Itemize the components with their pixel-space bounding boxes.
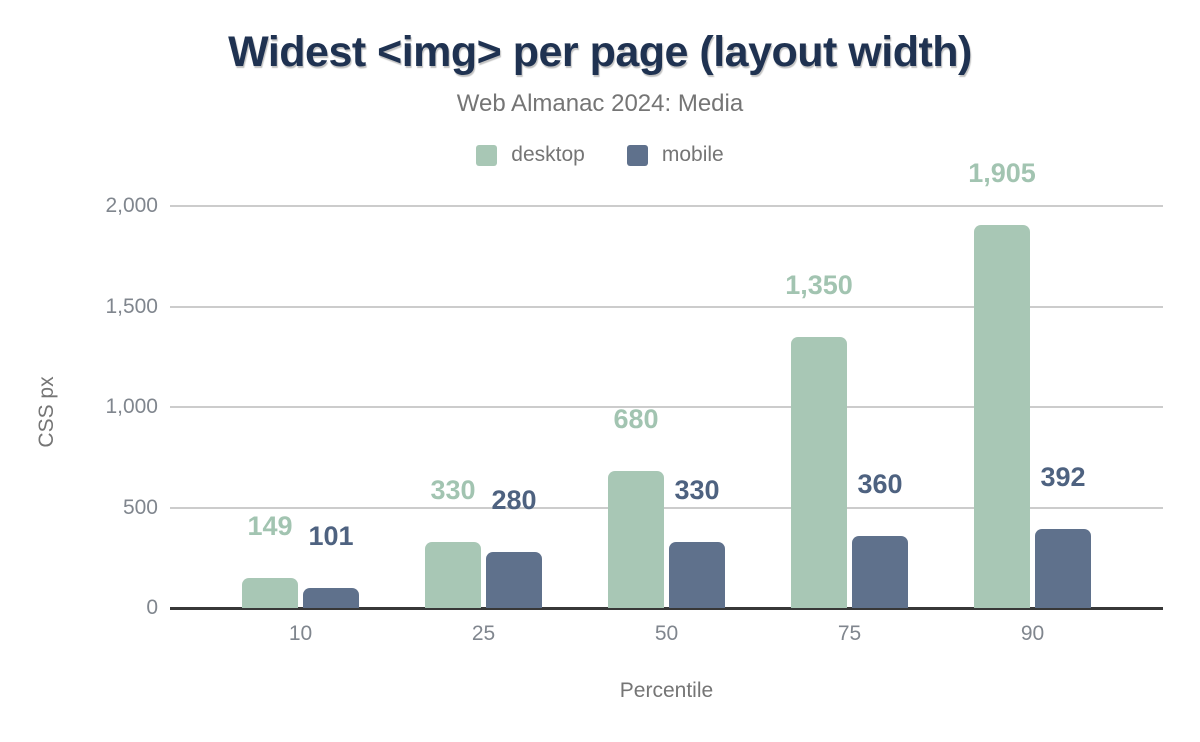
desktop-value-label: 680 [613,404,659,434]
mobile-swatch-icon [626,144,648,166]
mobile-value-label: 280 [491,485,537,515]
mobile-bar[interactable]: 360 [852,469,908,608]
gridline [170,406,1163,408]
mobile-bar[interactable]: 392 [1035,462,1091,608]
y-tick-label: 1,500 [105,294,158,318]
desktop-value-label: 149 [247,511,293,541]
desktop-bar[interactable]: 680 [608,404,664,608]
x-tick-label: 25 [471,622,496,645]
gridline [170,506,1163,509]
x-tick-label: 50 [654,622,679,645]
x-tick-label: 10 [288,622,313,645]
bar-group-p25: 330 280 25 [425,206,542,645]
desktop-bar[interactable]: 330 [425,475,481,608]
x-axis-line [170,607,1163,610]
gridline [170,305,1163,308]
bar-groups: 149 101 10 330 280 25 680 330 50 1,350 360 75 1,905 3… [170,158,1163,645]
desktop-bar[interactable]: 1,905 [968,158,1036,608]
legend-label-desktop: desktop [511,143,585,166]
legend-item-desktop[interactable]: desktop [476,143,585,167]
y-tick-label: 500 [122,495,158,519]
plot-area: 149 101 10 330 280 25 680 330 50 1,350 360 75 1,905 3… [170,158,1163,645]
mobile-bar[interactable]: 101 [303,521,359,608]
desktop-bar[interactable]: 149 [242,511,298,608]
mobile-value-label: 101 [308,521,354,551]
bar-group-p75: 1,350 360 75 [785,206,908,645]
x-tick-label: 90 [1020,622,1045,645]
mobile-bar[interactable]: 280 [486,485,542,608]
desktop-bar[interactable]: 1,350 [785,270,853,608]
legend-item-mobile[interactable]: mobile [626,143,724,167]
mobile-value-label: 360 [857,469,903,499]
y-tick-label: 0 [146,596,158,619]
gridline [170,205,1163,207]
y-tick-label: 1,000 [105,395,158,418]
mobile-value-label: 392 [1040,462,1086,492]
bar-group-p10: 149 101 10 [242,206,359,645]
legend: desktop mobile [0,143,1200,167]
desktop-value-label: 1,905 [968,158,1036,188]
desktop-value-label: 1,350 [785,270,853,300]
desktop-swatch-icon [476,144,498,166]
y-tick-labels: 2,000 1,500 1,000 500 0 [0,194,158,619]
x-axis-title: Percentile [619,679,714,702]
y-tick-label: 2,000 [105,194,158,217]
desktop-value-label: 330 [430,475,476,505]
x-tick-label: 75 [837,622,862,645]
mobile-bar[interactable]: 330 [669,475,725,608]
chart-title: Widest <img> per page (layout width) [228,28,972,76]
legend-label-mobile: mobile [661,143,724,166]
bar-group-p50: 680 330 50 [608,206,725,645]
bar-group-p90: 1,905 392 90 [968,158,1091,645]
mobile-value-label: 330 [674,475,720,505]
chart-subtitle: Web Almanac 2024: Media [456,90,744,117]
